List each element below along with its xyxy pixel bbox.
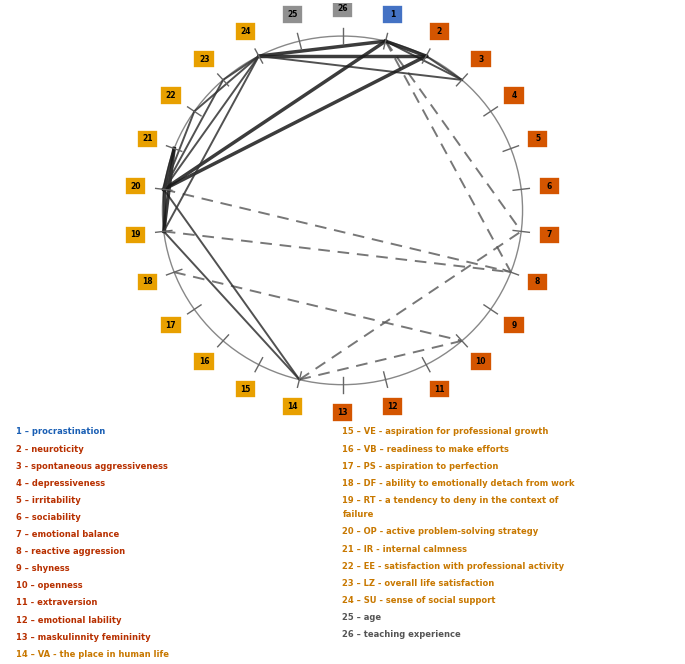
FancyBboxPatch shape [160,316,182,334]
FancyBboxPatch shape [160,86,182,105]
Text: 18: 18 [142,278,153,286]
FancyBboxPatch shape [136,273,158,291]
Text: 13: 13 [337,408,348,417]
FancyBboxPatch shape [429,23,450,41]
Text: 23 – LZ - overall life satisfaction: 23 – LZ - overall life satisfaction [342,579,495,588]
Text: 2: 2 [437,27,442,36]
Text: failure: failure [342,511,374,519]
Text: 4 – depressiveness: 4 – depressiveness [16,479,105,488]
Text: 15 – VE - aspiration for professional growth: 15 – VE - aspiration for professional gr… [342,428,549,436]
FancyBboxPatch shape [125,177,147,195]
Text: 1 – procrastination: 1 – procrastination [16,428,105,436]
Text: 17 – PS - aspiration to perfection: 17 – PS - aspiration to perfection [342,461,499,471]
FancyBboxPatch shape [193,353,215,371]
Text: 15: 15 [240,384,251,394]
Text: 9 – shyness: 9 – shyness [16,564,70,573]
Text: 2 - neuroticity: 2 - neuroticity [16,444,84,454]
Text: 19 – RT - a tendency to deny in the context of: 19 – RT - a tendency to deny in the cont… [342,496,559,505]
FancyBboxPatch shape [470,50,492,68]
Text: 18 – DF - ability to emotionally detach from work: 18 – DF - ability to emotionally detach … [342,479,575,488]
Text: 7 – emotional balance: 7 – emotional balance [16,530,120,539]
FancyBboxPatch shape [235,380,256,398]
FancyBboxPatch shape [125,226,147,244]
FancyBboxPatch shape [503,316,525,334]
Text: 22: 22 [166,91,176,100]
FancyBboxPatch shape [538,226,560,244]
Text: 25: 25 [288,10,298,19]
FancyBboxPatch shape [527,129,549,148]
FancyBboxPatch shape [382,397,403,416]
Text: 20: 20 [130,181,140,191]
FancyBboxPatch shape [429,380,450,398]
Text: 17: 17 [166,321,176,329]
Text: 14 – VA - the place in human life: 14 – VA - the place in human life [16,650,169,659]
Text: 16: 16 [199,357,210,366]
FancyBboxPatch shape [382,5,403,23]
Text: 21 – IR - internal calmness: 21 – IR - internal calmness [342,544,467,554]
Text: 12: 12 [387,402,398,411]
Text: 19: 19 [130,230,140,239]
Text: 6: 6 [547,181,552,191]
FancyBboxPatch shape [332,403,353,422]
FancyBboxPatch shape [503,86,525,105]
Text: 3: 3 [478,54,484,64]
Text: 10 – openness: 10 – openness [16,581,83,590]
Text: 5: 5 [535,134,540,143]
Text: 26: 26 [337,4,348,13]
Text: 24: 24 [240,27,251,36]
Text: 4: 4 [512,91,516,100]
Text: 7: 7 [547,230,552,239]
Text: 24 – SU - sense of social support: 24 – SU - sense of social support [342,596,496,605]
FancyBboxPatch shape [282,397,303,416]
Text: 1: 1 [390,10,395,19]
FancyBboxPatch shape [470,353,492,371]
FancyBboxPatch shape [235,23,256,41]
Text: 11 - extraversion: 11 - extraversion [16,598,98,608]
Text: 9: 9 [512,321,516,329]
Text: 26 – teaching experience: 26 – teaching experience [342,630,461,639]
FancyBboxPatch shape [538,177,560,195]
Text: 21: 21 [142,134,153,143]
FancyBboxPatch shape [527,273,549,291]
Text: 25 – age: 25 – age [342,613,382,622]
Text: 8: 8 [535,278,540,286]
Text: 5 – irritability: 5 – irritability [16,496,81,505]
Text: 22 – EE - satisfaction with professional activity: 22 – EE - satisfaction with professional… [342,562,564,570]
Text: 8 - reactive aggression: 8 - reactive aggression [16,547,125,556]
Text: 16 – VB – readiness to make efforts: 16 – VB – readiness to make efforts [342,444,510,454]
Text: 11: 11 [434,384,445,394]
Text: 10: 10 [475,357,486,366]
Text: 3 - spontaneous aggressiveness: 3 - spontaneous aggressiveness [16,461,169,471]
Text: 23: 23 [199,54,210,64]
Text: 6 – sociability: 6 – sociability [16,513,81,522]
FancyBboxPatch shape [136,129,158,148]
Text: 14: 14 [287,402,298,411]
Text: 12 – emotional lability: 12 – emotional lability [16,616,122,625]
FancyBboxPatch shape [193,50,215,68]
Text: 20 – OP - active problem-solving strategy: 20 – OP - active problem-solving strateg… [342,527,538,537]
Text: 13 – maskulinnity femininity: 13 – maskulinnity femininity [16,633,151,641]
FancyBboxPatch shape [332,0,353,18]
FancyBboxPatch shape [282,5,303,23]
